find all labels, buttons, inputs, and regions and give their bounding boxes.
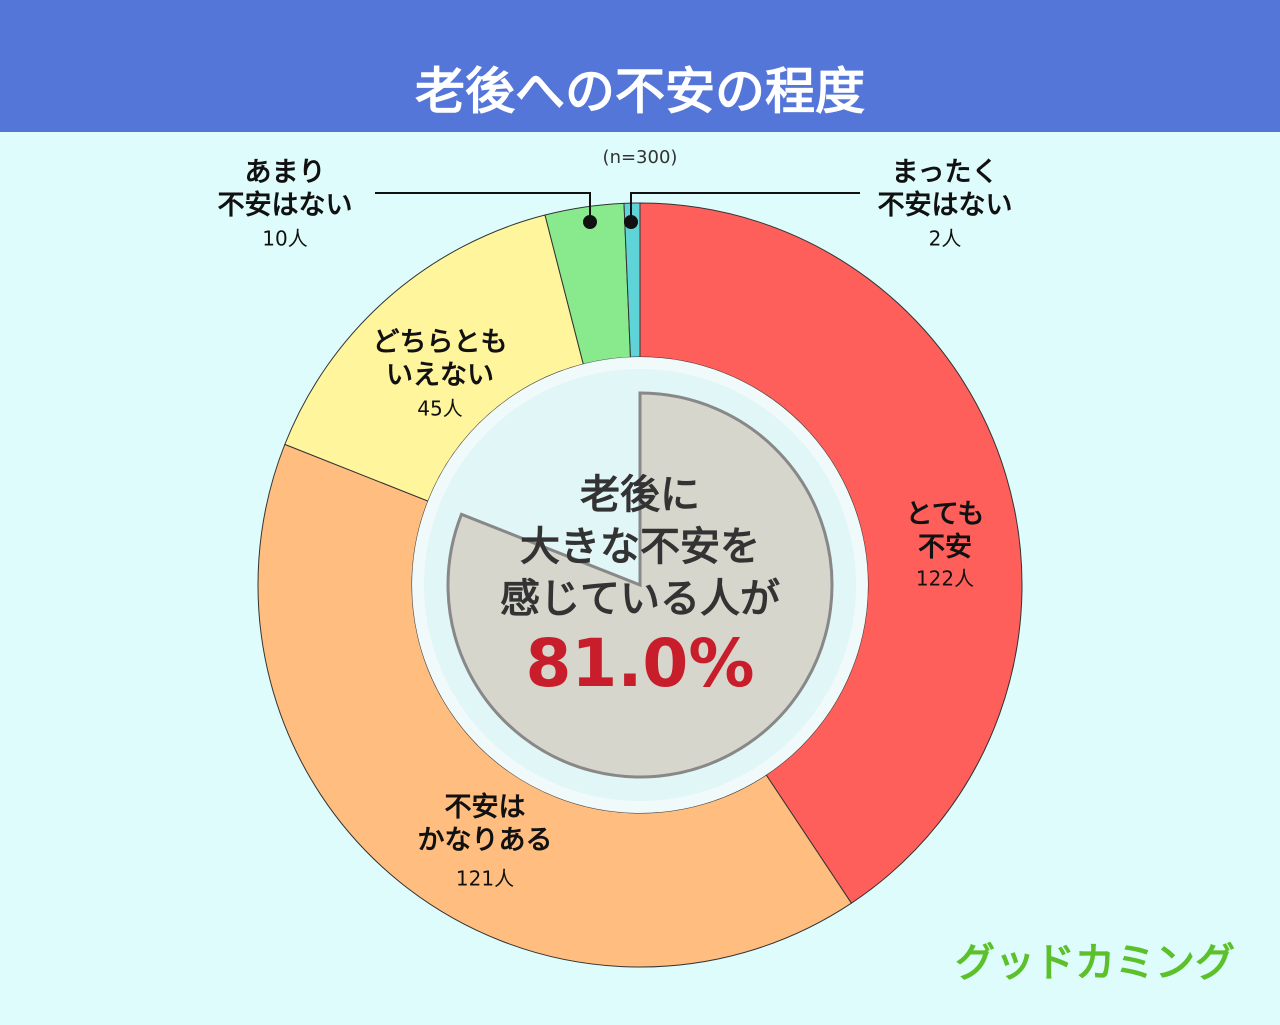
leader-line <box>630 192 860 222</box>
center-text: 老後に大きな不安を感じている人が <box>500 472 780 622</box>
logo: グッドカミング <box>955 940 1235 986</box>
chart-title: 老後への不安の程度 <box>415 63 865 121</box>
segment-label: とても不安 <box>906 499 985 563</box>
leader-dot <box>583 215 597 229</box>
center-percent: 81.0% <box>526 625 755 702</box>
leader-dot <box>624 215 638 229</box>
subtitle: (n=300) <box>603 147 678 168</box>
value-label: 2人 <box>929 227 962 251</box>
leader-lines <box>375 192 860 229</box>
value-label: 121人 <box>456 867 514 891</box>
value-label: 10人 <box>262 227 307 251</box>
segment-label: 不安はかなりある <box>418 792 553 856</box>
value-label: 122人 <box>916 567 974 591</box>
donut <box>257 202 1023 968</box>
center-sector <box>446 391 834 779</box>
segment-label: どちらともいえない <box>373 327 508 391</box>
leader-line <box>375 192 591 222</box>
value-label: 45人 <box>417 397 462 421</box>
segment-label: まったく不安はない <box>878 157 1013 221</box>
header-band <box>0 0 1280 132</box>
segment-label: あまり不安はない <box>218 157 353 221</box>
